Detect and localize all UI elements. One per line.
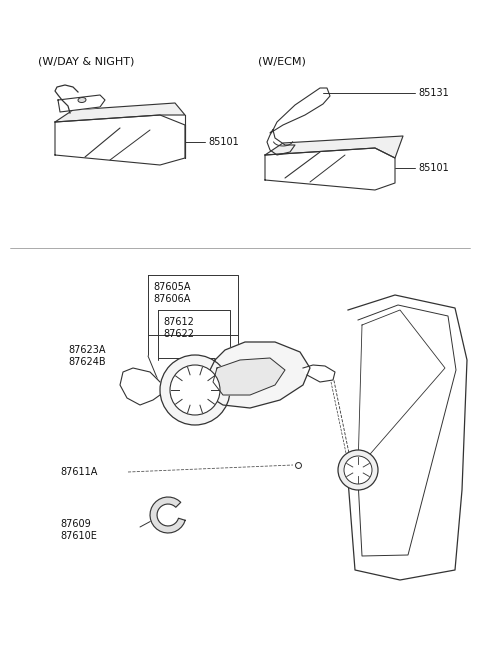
Polygon shape — [120, 368, 160, 405]
Polygon shape — [303, 365, 335, 382]
Polygon shape — [150, 497, 185, 533]
Text: 85131: 85131 — [418, 88, 449, 98]
Text: (W/DAY & NIGHT): (W/DAY & NIGHT) — [38, 57, 134, 67]
Circle shape — [160, 355, 230, 425]
Text: 85101: 85101 — [208, 137, 239, 147]
Text: 85101: 85101 — [418, 163, 449, 173]
Polygon shape — [213, 358, 285, 395]
Text: 87606A: 87606A — [153, 294, 191, 304]
Text: 87605A: 87605A — [153, 282, 191, 292]
Polygon shape — [270, 88, 330, 133]
Text: 87624B: 87624B — [68, 357, 106, 367]
Ellipse shape — [78, 98, 86, 103]
Circle shape — [344, 456, 372, 484]
Text: (W/ECM): (W/ECM) — [258, 57, 306, 67]
Text: 87611A: 87611A — [60, 467, 97, 477]
Text: 87609: 87609 — [60, 519, 91, 529]
Polygon shape — [55, 115, 185, 165]
Text: 87612: 87612 — [163, 317, 194, 327]
Text: 87622: 87622 — [163, 329, 194, 339]
Polygon shape — [58, 95, 105, 112]
Polygon shape — [265, 148, 395, 190]
Text: 87623A: 87623A — [68, 345, 106, 355]
Circle shape — [338, 450, 378, 490]
Polygon shape — [55, 103, 185, 122]
Text: 87610E: 87610E — [60, 531, 97, 541]
Polygon shape — [267, 130, 295, 155]
Polygon shape — [205, 342, 310, 408]
Circle shape — [170, 365, 220, 415]
Polygon shape — [348, 295, 467, 580]
Polygon shape — [265, 136, 403, 158]
